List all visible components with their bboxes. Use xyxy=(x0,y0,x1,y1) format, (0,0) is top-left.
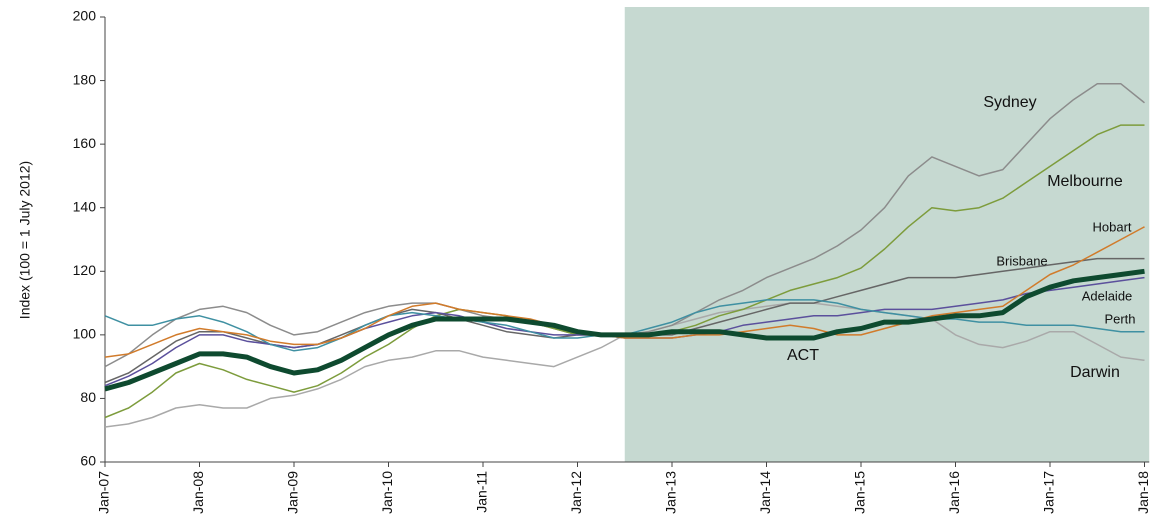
x-tick-label: Jan-16 xyxy=(946,471,962,514)
y-tick-label: 180 xyxy=(73,71,97,87)
x-tick-label: Jan-13 xyxy=(663,471,679,514)
y-tick-label: 80 xyxy=(80,389,96,405)
series-annotation: Brisbane xyxy=(996,253,1047,268)
series-annotation: Perth xyxy=(1104,311,1135,326)
y-tick-label: 120 xyxy=(73,262,97,278)
series-annotation: Melbourne xyxy=(1047,173,1123,190)
y-tick-label: 200 xyxy=(73,8,97,24)
x-tick-label: Jan-10 xyxy=(379,471,395,514)
x-tick-label: Jan-17 xyxy=(1041,471,1057,514)
x-tick-label: Jan-09 xyxy=(285,471,301,514)
x-tick-label: Jan-15 xyxy=(852,471,868,514)
x-tick-label: Jan-12 xyxy=(568,471,584,514)
y-axis-label: Index (100 = 1 July 2012) xyxy=(17,161,33,319)
shaded-region xyxy=(624,7,1150,462)
y-tick-label: 60 xyxy=(80,453,96,469)
x-tick-label: Jan-11 xyxy=(474,471,490,513)
series-annotation: ACT xyxy=(787,347,819,364)
series-line xyxy=(104,268,1145,392)
series-annotation: Sydney xyxy=(983,94,1036,111)
x-tick-label: Jan-07 xyxy=(96,471,112,514)
series-annotation: Adelaide xyxy=(1082,288,1133,303)
y-tick-label: 100 xyxy=(73,326,97,342)
y-tick-label: 160 xyxy=(73,135,97,151)
x-tick-label: Jan-18 xyxy=(1135,471,1151,514)
x-tick-label: Jan-14 xyxy=(757,471,773,514)
series-annotation: Hobart xyxy=(1092,219,1131,234)
y-tick-label: 140 xyxy=(73,198,97,214)
series-annotation: Darwin xyxy=(1070,364,1120,381)
x-tick-label: Jan-08 xyxy=(190,471,206,514)
series-line xyxy=(104,226,1145,358)
